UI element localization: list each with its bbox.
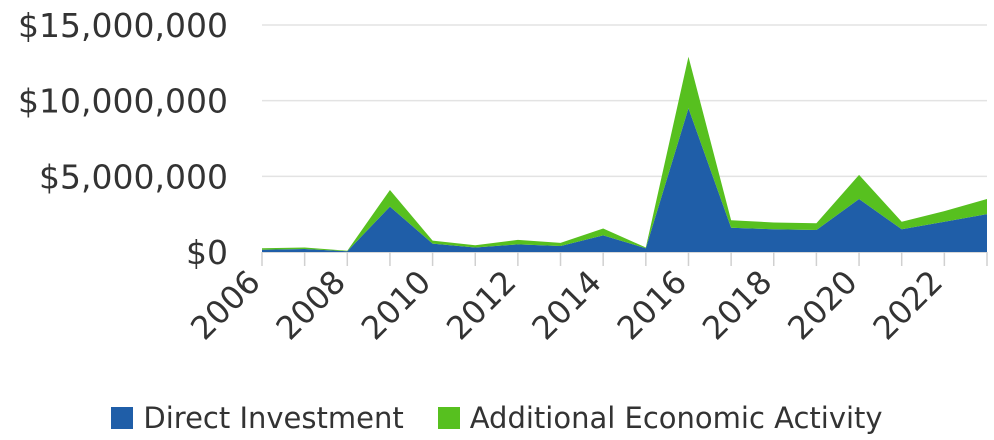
x-tick-label: 2022 <box>866 263 950 347</box>
y-tick-label: $10,000,000 <box>18 82 228 121</box>
x-tick-label: 2020 <box>780 263 864 347</box>
y-tick-label: $5,000,000 <box>39 157 228 196</box>
legend-item-additional-economic-activity: Additional Economic Activity <box>437 401 883 435</box>
legend-label-direct-investment: Direct Investment <box>143 401 404 435</box>
x-tick-label: 2010 <box>354 263 438 347</box>
y-axis-tick-labels: $0 $5,000,000 $10,000,000 $15,000,000 <box>18 6 228 272</box>
legend-item-direct-investment: Direct Investment <box>111 401 404 435</box>
y-tick-label: $0 <box>186 233 228 272</box>
area-direct-investment <box>262 108 987 252</box>
legend-swatch-direct-investment <box>111 407 134 429</box>
y-tick-label: $15,000,000 <box>18 6 228 45</box>
legend-swatch-additional-economic-activity <box>437 407 460 429</box>
x-tick-label: 2008 <box>268 263 352 347</box>
x-tick-label: 2016 <box>610 263 694 347</box>
legend: Direct Investment Additional Economic Ac… <box>0 398 994 438</box>
x-tick-label: 2006 <box>183 263 267 347</box>
area-series <box>261 56 988 252</box>
legend-label-additional-economic-activity: Additional Economic Activity <box>469 401 883 435</box>
x-tick-label: 2012 <box>439 263 523 347</box>
stacked-area-chart: $0$5,000,000$10,000,000$15,000,000 2006 2… <box>18 6 988 347</box>
x-tick-label: 2018 <box>695 263 779 347</box>
x-tick-label: 2014 <box>524 263 608 347</box>
x-axis-tick-labels: 2006 2008 2010 2012 2014 2016 2018 2020 2022 <box>183 263 950 347</box>
